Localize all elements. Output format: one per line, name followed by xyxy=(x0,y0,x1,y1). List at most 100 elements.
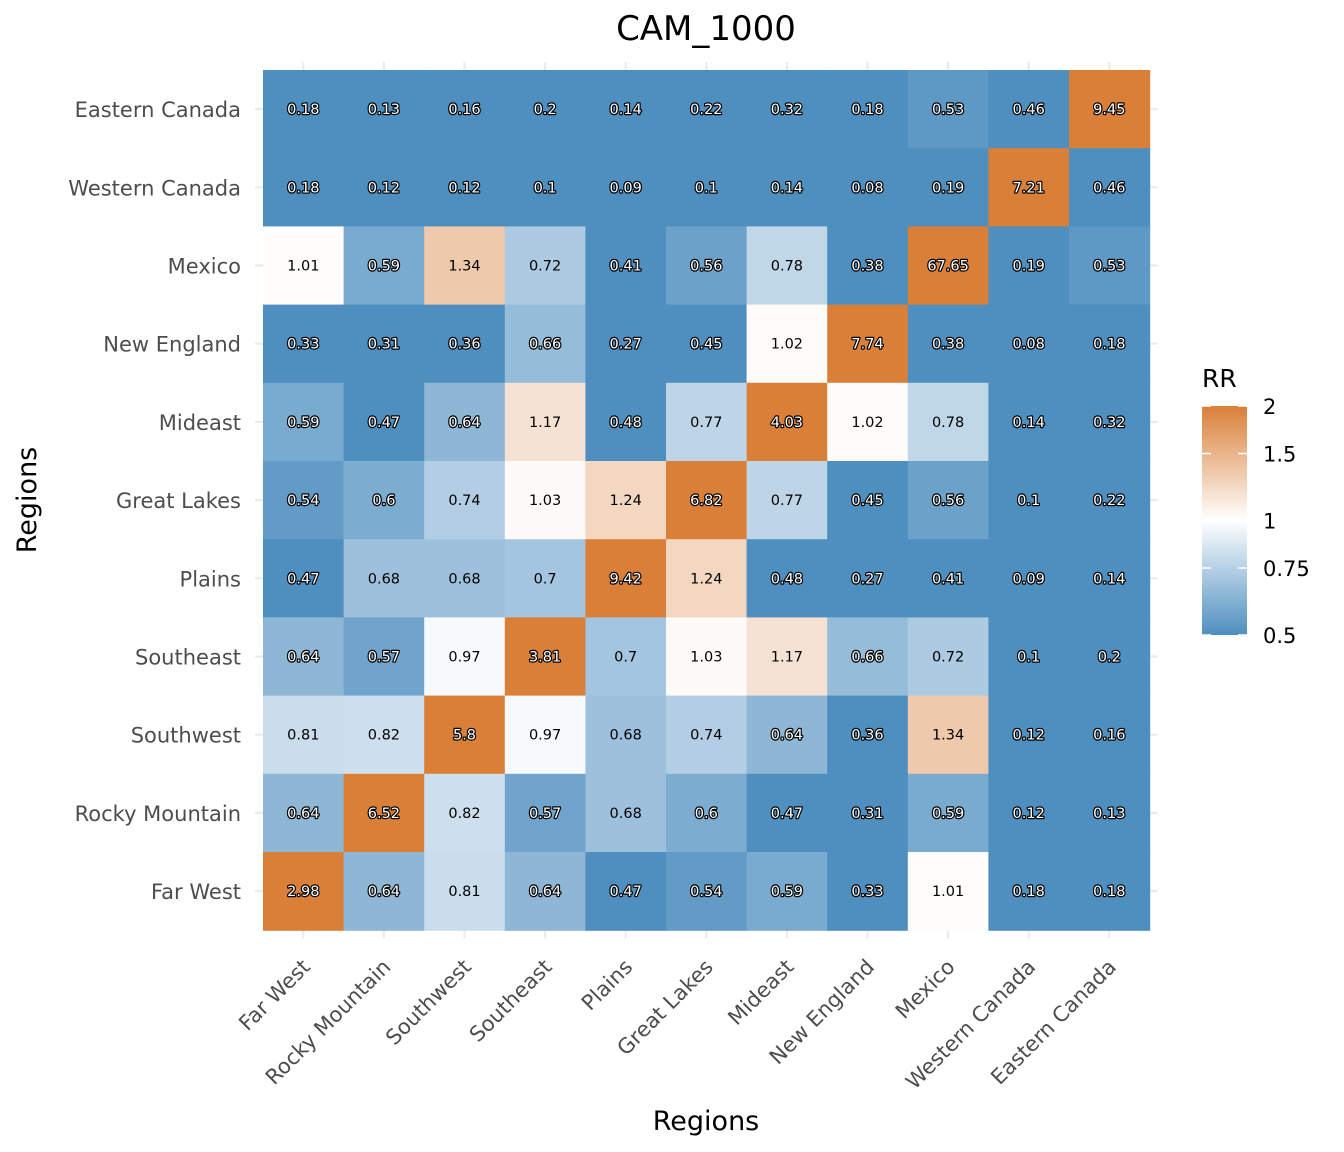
cell-value-label: 0.68 xyxy=(610,728,642,744)
cell-value-label: 0.77 xyxy=(771,493,803,509)
heatmap-cell xyxy=(988,70,1070,149)
heatmap-cell xyxy=(263,773,345,853)
cell-value-label: 0.64 xyxy=(287,650,319,666)
cell-value-label: 1.01 xyxy=(287,259,319,275)
heatmap-cell xyxy=(585,617,667,697)
heatmap-cell xyxy=(988,617,1070,697)
cell-value-label: 2.98 xyxy=(287,884,319,900)
cell-value-label: 7.74 xyxy=(851,337,883,353)
heatmap-cell xyxy=(907,852,989,931)
heatmap-cell xyxy=(343,852,425,931)
legend-title: RR xyxy=(1202,364,1237,393)
cell-value-label: 0.1 xyxy=(1017,650,1040,666)
heatmap-cell xyxy=(746,461,828,540)
heatmap-cell xyxy=(827,304,909,384)
heatmap-cell xyxy=(666,461,748,540)
cell-value-label: 0.53 xyxy=(932,102,964,118)
heatmap-cell xyxy=(1069,852,1151,931)
cell-value-label: 7.21 xyxy=(1013,180,1045,196)
heatmap-cell xyxy=(504,70,586,149)
cell-value-label: 0.64 xyxy=(287,806,319,822)
heatmap-cell xyxy=(343,617,425,697)
heatmap-cell xyxy=(746,852,828,931)
cell-value-label: 0.47 xyxy=(771,806,803,822)
heatmap-cell xyxy=(746,617,828,697)
chart-title: CAM_1000 xyxy=(616,9,796,49)
cell-value-label: 0.18 xyxy=(287,102,319,118)
cell-value-label: 0.32 xyxy=(1093,415,1125,431)
cell-value-label: 0.74 xyxy=(690,728,722,744)
heatmap-cell xyxy=(666,695,748,775)
cell-value-label: 0.78 xyxy=(771,259,803,275)
cell-value-label: 0.68 xyxy=(368,571,400,587)
heatmap-cell xyxy=(746,148,828,227)
cell-value-label: 0.33 xyxy=(851,884,883,900)
heatmap-cell xyxy=(666,382,748,462)
heatmap-cell xyxy=(343,70,425,149)
cell-value-label: 0.19 xyxy=(1013,259,1045,275)
cell-value-label: 0.66 xyxy=(851,650,883,666)
heatmap-cell xyxy=(827,539,909,618)
cell-value-label: 0.09 xyxy=(1013,571,1045,587)
heatmap-cell xyxy=(907,617,989,697)
cell-value-label: 0.56 xyxy=(690,259,722,275)
cell-value-label: 0.46 xyxy=(1013,102,1045,118)
cell-value-label: 1.03 xyxy=(690,650,722,666)
heatmap-cell xyxy=(746,226,828,306)
heatmap-cell xyxy=(585,539,667,618)
x-tick-label: Far West xyxy=(234,955,315,1036)
heatmap-cell xyxy=(907,70,989,149)
cell-value-label: 0.54 xyxy=(287,493,319,509)
heatmap-cells xyxy=(263,70,1151,931)
cell-value-label: 0.97 xyxy=(529,728,561,744)
cell-value-label: 0.72 xyxy=(932,650,964,666)
legend-tick-label: 1.5 xyxy=(1263,443,1296,467)
heatmap-cell xyxy=(746,382,828,462)
cell-value-label: 0.14 xyxy=(771,180,803,196)
heatmap-cell xyxy=(666,773,748,853)
heatmap-cell xyxy=(746,539,828,618)
cell-value-label: 1.34 xyxy=(448,259,480,275)
cell-value-label: 0.08 xyxy=(851,180,883,196)
cell-value-label: 0.66 xyxy=(529,337,561,353)
heatmap-cell xyxy=(504,852,586,931)
heatmap-cell xyxy=(424,148,506,227)
heatmap-cell xyxy=(424,852,506,931)
heatmap-cell xyxy=(424,304,506,384)
heatmap-cell xyxy=(988,695,1070,775)
cell-value-label: 0.57 xyxy=(368,650,400,666)
heatmap-cell xyxy=(1069,70,1151,149)
cell-value-label: 0.82 xyxy=(448,806,480,822)
cell-value-label: 0.48 xyxy=(610,415,642,431)
cell-value-label: 0.1 xyxy=(1017,493,1040,509)
heatmap-cell xyxy=(1069,382,1151,462)
heatmap-cell xyxy=(585,852,667,931)
cell-value-label: 0.59 xyxy=(287,415,319,431)
legend-tick-label: 2 xyxy=(1263,395,1276,419)
cell-value-label: 0.53 xyxy=(1093,259,1125,275)
cell-value-label: 0.18 xyxy=(287,180,319,196)
cell-value-label: 0.13 xyxy=(1093,806,1125,822)
cell-value-label: 0.12 xyxy=(448,180,480,196)
heatmap-cell xyxy=(585,148,667,227)
heatmap-cell xyxy=(827,695,909,775)
heatmap-cell xyxy=(504,304,586,384)
cell-value-label: 0.14 xyxy=(610,102,642,118)
heatmap-cell xyxy=(585,461,667,540)
cell-value-label: 0.27 xyxy=(610,337,642,353)
heatmap-cell xyxy=(504,461,586,540)
cell-value-label: 0.74 xyxy=(448,493,480,509)
heatmap-cell xyxy=(827,461,909,540)
cell-value-label: 0.64 xyxy=(529,884,561,900)
heatmap-cell xyxy=(827,617,909,697)
cell-value-label: 0.22 xyxy=(1093,493,1125,509)
cell-value-label: 0.45 xyxy=(690,337,722,353)
cell-value-label: 0.57 xyxy=(529,806,561,822)
cell-value-label: 0.59 xyxy=(771,884,803,900)
y-tick-label: Eastern Canada xyxy=(75,98,241,122)
heatmap-cell xyxy=(907,773,989,853)
y-tick-label: Southwest xyxy=(131,724,241,748)
cell-value-label: 0.72 xyxy=(529,259,561,275)
heatmap-cell xyxy=(263,148,345,227)
cell-value-label: 0.54 xyxy=(690,884,722,900)
